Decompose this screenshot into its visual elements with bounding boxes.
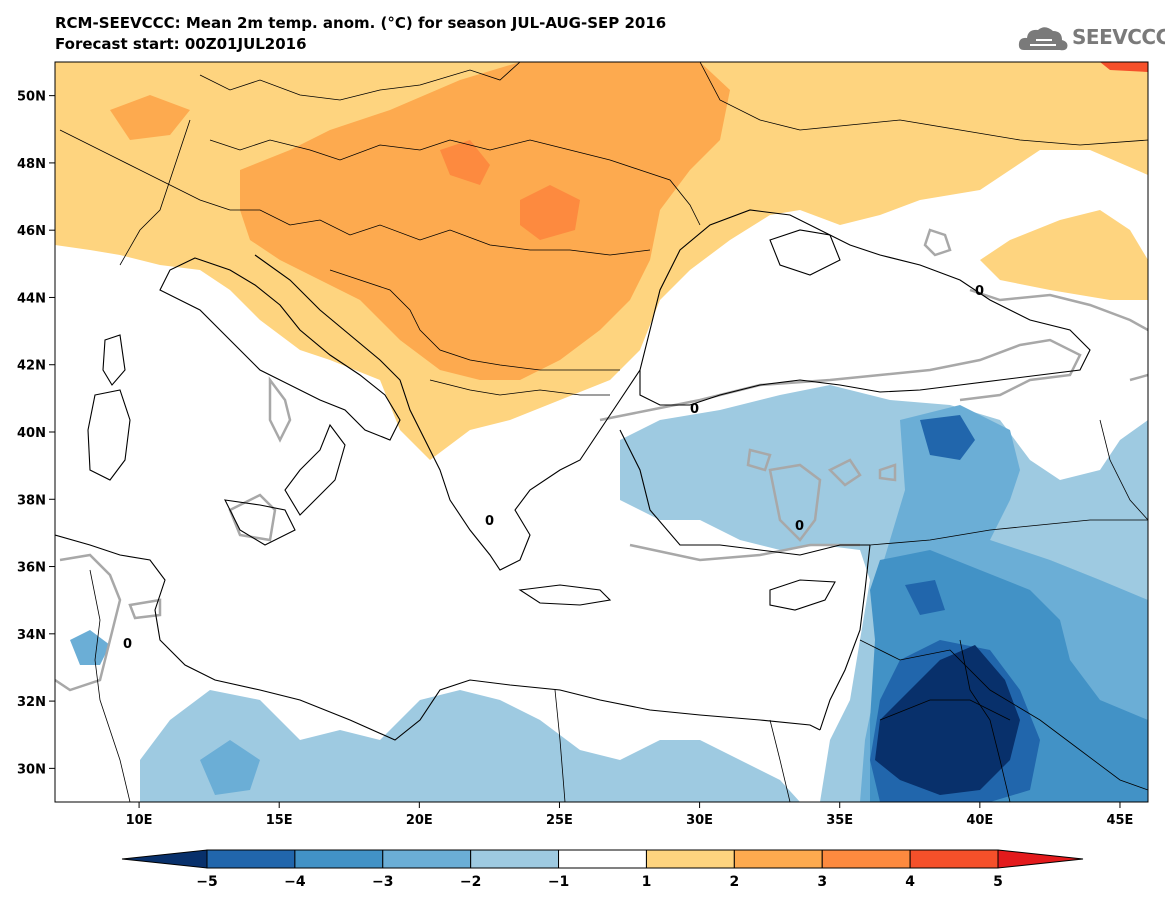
warm-anomaly-region-1to2-east (980, 210, 1148, 300)
colorbar-min-arrow (121, 849, 208, 869)
lat-tick-label: 34N (17, 628, 46, 643)
lat-tick-label: 46N (17, 224, 46, 239)
colorbar-segment (382, 849, 472, 869)
warm-anomaly-region-2to3-west (110, 95, 190, 140)
colorbar-label: 3 (817, 874, 827, 890)
lon-tick-label: 15E (266, 813, 293, 828)
contour-label: 0 (690, 402, 699, 417)
colorbar-label: −1 (548, 874, 569, 890)
warm-anomaly-region-3to4 (440, 140, 580, 240)
lon-tick-label: 10E (126, 813, 153, 828)
lat-tick-label: 30N (17, 762, 46, 777)
lat-tick-label: 38N (17, 493, 46, 508)
colorbar-label: 5 (993, 874, 1003, 890)
lat-tick-label: 50N (17, 90, 46, 105)
colorbar-label: −2 (460, 874, 481, 890)
chart-title: RCM-SEEVCCC: Mean 2m temp. anom. (°C) fo… (55, 14, 667, 32)
colorbar-segment (645, 849, 735, 869)
lat-tick-label: 42N (17, 359, 46, 374)
colorbar-label: 4 (905, 874, 915, 890)
forecast-start-label: Forecast start: 00Z01JUL2016 (55, 35, 307, 53)
colorbar-segment (733, 849, 823, 869)
warm-anomaly-region-4to5 (1100, 62, 1148, 72)
country-borders (59, 62, 1148, 802)
contour-label: 0 (975, 284, 984, 299)
lat-tick-label: 40N (17, 426, 46, 441)
lon-tick-label: 45E (1106, 813, 1133, 828)
colorbar-segment (821, 849, 911, 869)
colorbar: −5 −4 −3 −2 −1 1 2 3 4 5 (121, 849, 1084, 890)
cool-anomaly-region-1to2-africa (140, 690, 800, 802)
cool-anomaly-region-2to3-africa (70, 630, 260, 795)
colorbar-segment (909, 849, 999, 869)
lon-tick-label: 25E (546, 813, 573, 828)
lat-tick-label: 36N (17, 561, 46, 576)
colorbar-segment (206, 849, 296, 869)
lon-tick-label: 35E (826, 813, 853, 828)
latitude-axis: 30N 32N 34N 36N 38N 40N 42N 44N 46N 48N 50N (17, 90, 55, 777)
colorbar-label: 1 (642, 874, 652, 890)
logo-cloud-icon (1018, 27, 1068, 51)
contour-label: 0 (123, 637, 132, 652)
colorbar-label: −5 (196, 874, 217, 890)
lat-tick-label: 48N (17, 157, 46, 172)
lon-tick-label: 20E (406, 813, 433, 828)
lat-tick-label: 44N (17, 291, 46, 306)
colorbar-max-arrow (997, 849, 1084, 869)
lat-tick-label: 32N (17, 695, 46, 710)
colorbar-label: −4 (284, 874, 306, 890)
colorbar-segment (294, 849, 384, 869)
contour-label: 0 (795, 519, 804, 534)
colorbar-segment (558, 849, 647, 869)
colorbar-label: 2 (729, 874, 739, 890)
colorbar-segment (470, 849, 560, 869)
coastlines (55, 209, 1091, 741)
logo-text: SEEVCCC (1072, 25, 1165, 49)
contour-label: 0 (485, 514, 494, 529)
lon-tick-label: 30E (686, 813, 713, 828)
lon-tick-label: 40E (966, 813, 993, 828)
longitude-axis: 10E 15E 20E 25E 30E 35E 40E 45E (126, 802, 1133, 828)
cool-anomaly-region-below-5 (875, 645, 1020, 795)
colorbar-label: −3 (372, 874, 393, 890)
warm-anomaly-region-2to3 (240, 62, 730, 380)
